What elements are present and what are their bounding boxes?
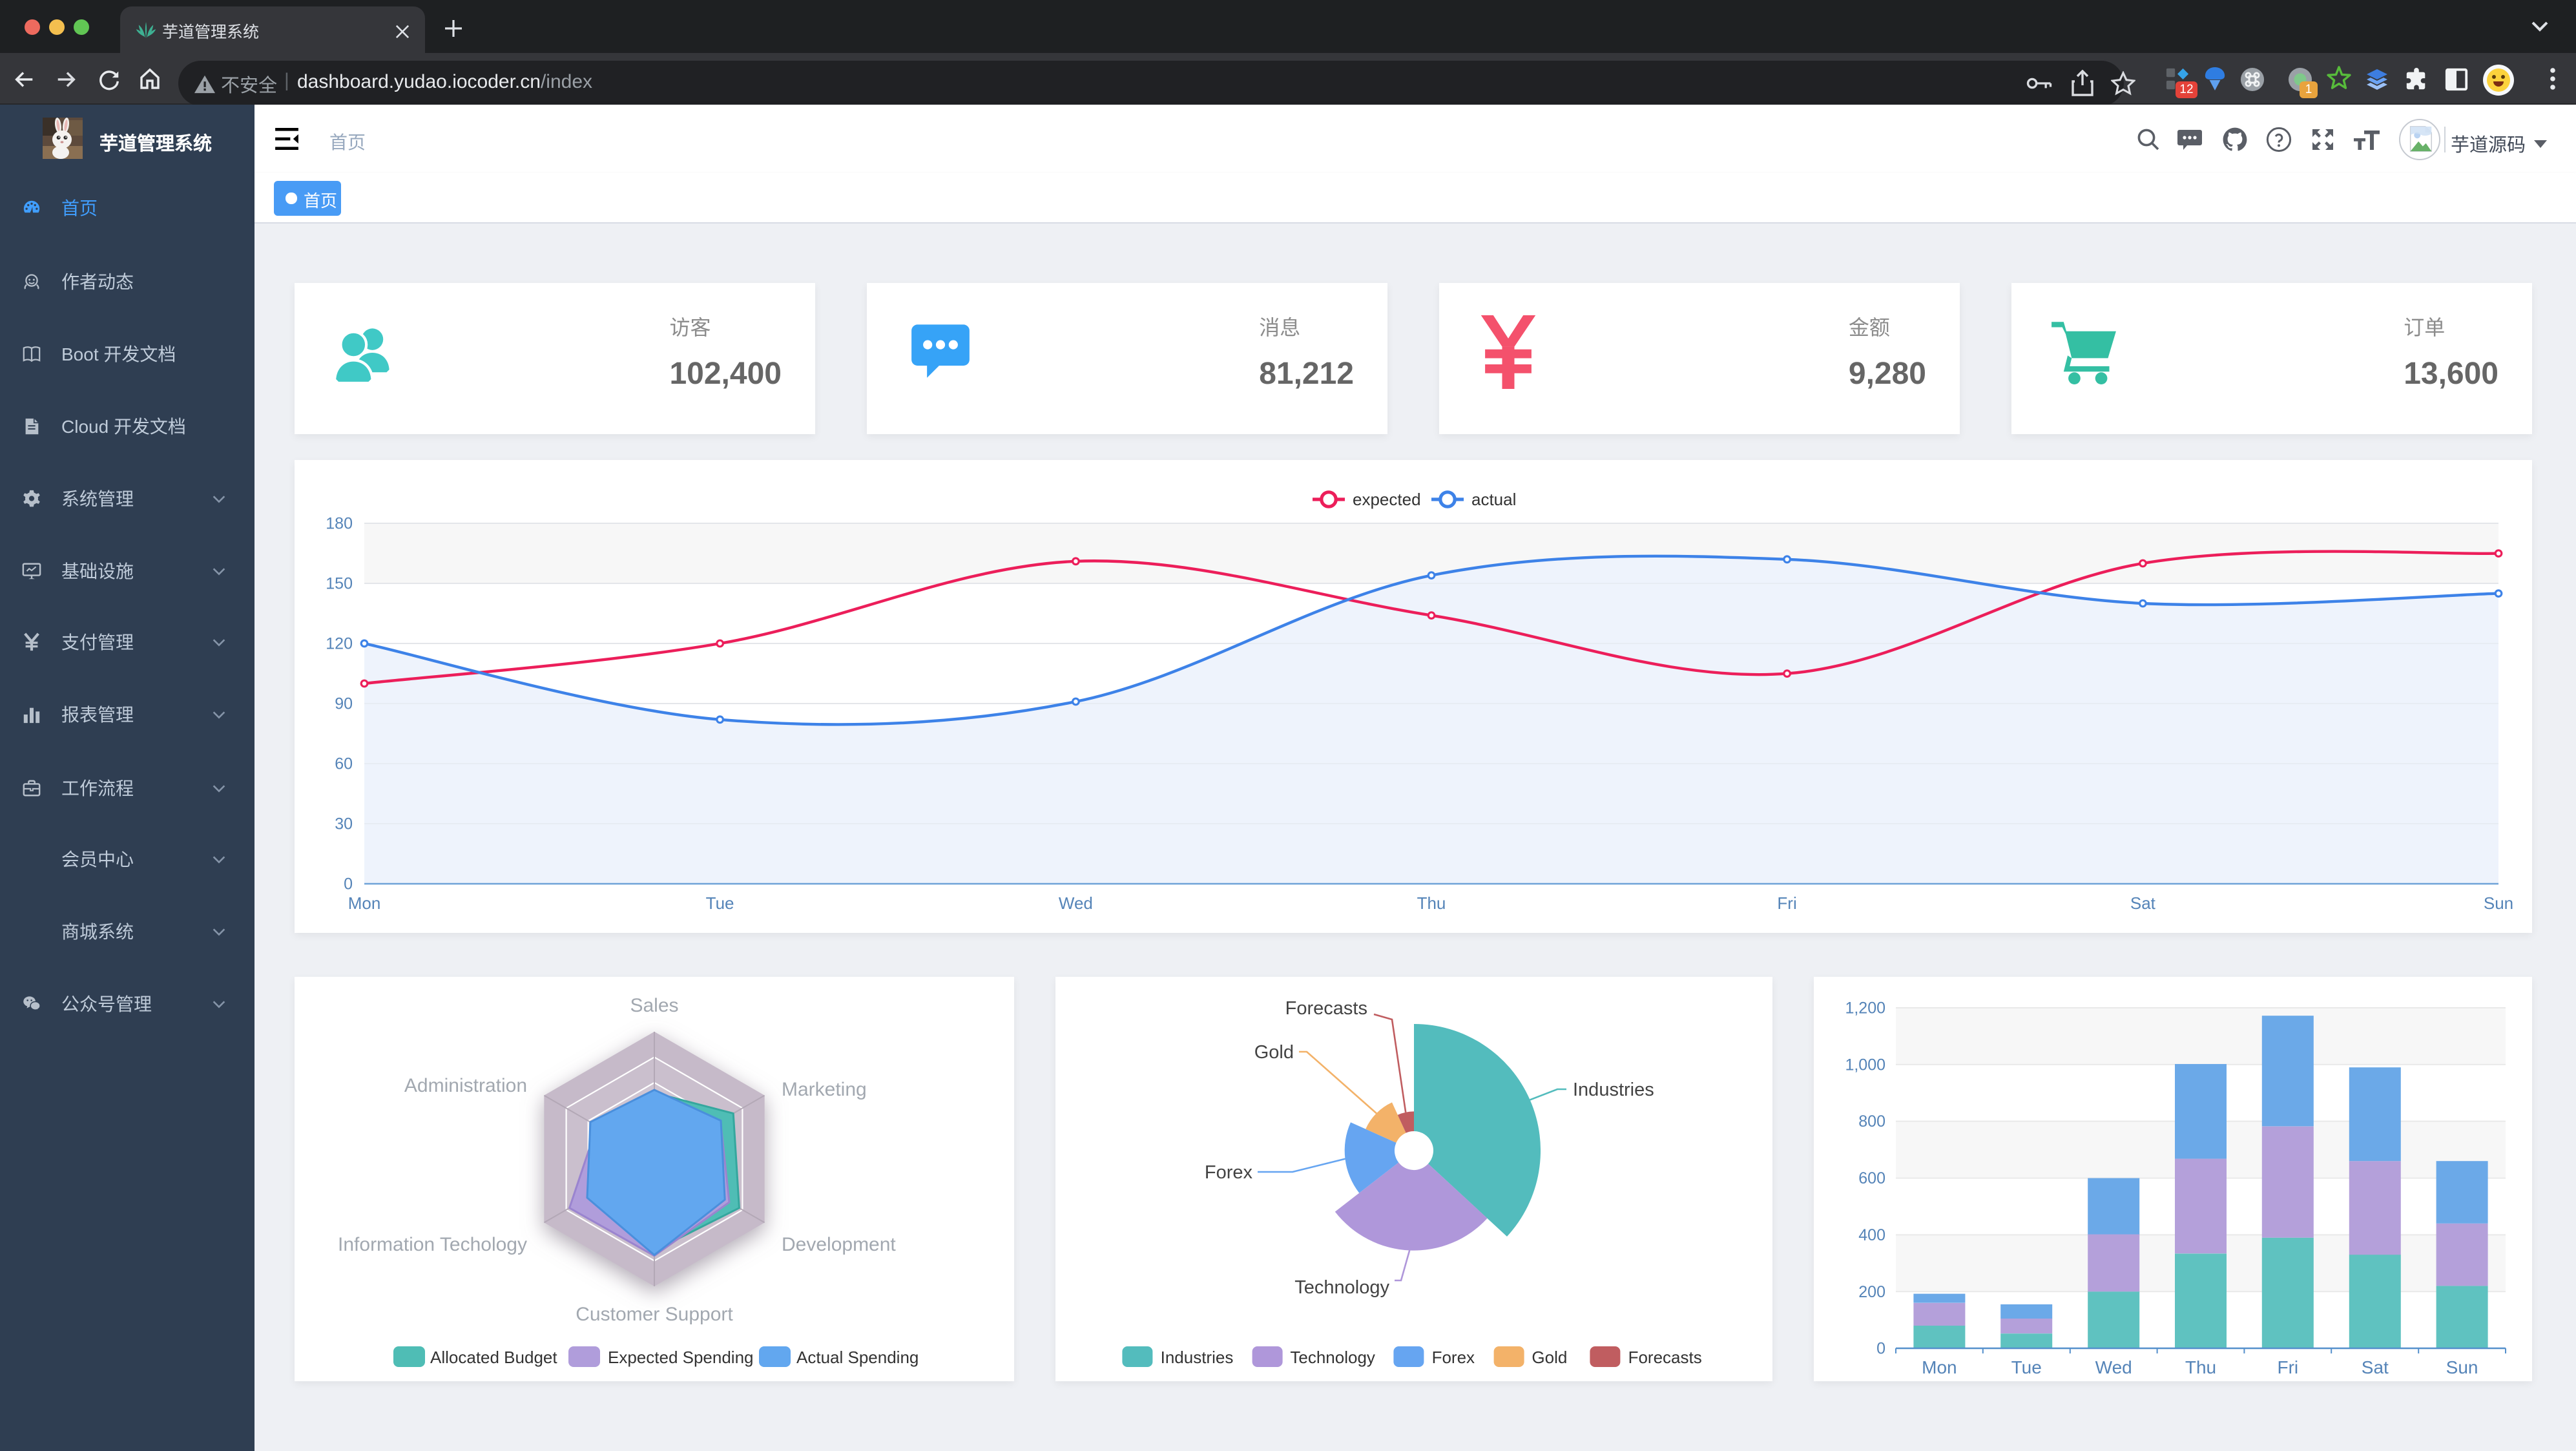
svg-text:800: 800	[1858, 1112, 1885, 1131]
svg-text:Sun: Sun	[2446, 1357, 2478, 1377]
svg-text:Forex: Forex	[1431, 1348, 1474, 1367]
svg-text:Sales: Sales	[630, 995, 678, 1016]
svg-text:Gold: Gold	[1531, 1348, 1566, 1367]
svg-text:Thu: Thu	[1417, 893, 1446, 912]
svg-text:actual: actual	[1471, 489, 1516, 508]
svg-text:Wed: Wed	[2095, 1357, 2132, 1377]
svg-text:Fri: Fri	[2276, 1357, 2298, 1377]
svg-text:600: 600	[1858, 1169, 1885, 1187]
svg-text:150: 150	[326, 574, 353, 592]
svg-text:400: 400	[1858, 1226, 1885, 1244]
svg-text:Tue: Tue	[2011, 1357, 2041, 1377]
svg-text:90: 90	[335, 694, 353, 712]
svg-text:Mon: Mon	[348, 893, 381, 912]
svg-text:0: 0	[344, 874, 353, 892]
svg-text:120: 120	[326, 634, 353, 652]
svg-text:1,000: 1,000	[1844, 1056, 1885, 1074]
svg-text:Thu: Thu	[2185, 1357, 2216, 1377]
svg-text:60: 60	[335, 754, 353, 772]
svg-text:Fri: Fri	[1777, 893, 1796, 912]
svg-text:Mon: Mon	[1921, 1357, 1956, 1377]
svg-text:Marketing: Marketing	[782, 1079, 867, 1100]
svg-text:1,200: 1,200	[1844, 999, 1885, 1018]
svg-text:Gold: Gold	[1254, 1042, 1293, 1063]
svg-text:Industries: Industries	[1572, 1080, 1654, 1100]
svg-text:Forecasts: Forecasts	[1628, 1348, 1701, 1367]
svg-text:Customer Support: Customer Support	[576, 1304, 733, 1325]
svg-text:Technology: Technology	[1289, 1348, 1375, 1367]
svg-text:Information Techology: Information Techology	[338, 1234, 527, 1255]
svg-text:Administration: Administration	[404, 1075, 527, 1096]
svg-text:200: 200	[1858, 1283, 1885, 1301]
svg-text:Tue: Tue	[706, 893, 734, 912]
svg-text:Forecasts: Forecasts	[1285, 998, 1367, 1019]
svg-text:Industries: Industries	[1160, 1348, 1233, 1367]
svg-text:30: 30	[335, 814, 353, 832]
svg-text:Forex: Forex	[1204, 1162, 1252, 1183]
svg-text:Development: Development	[782, 1234, 896, 1255]
svg-text:Wed: Wed	[1059, 893, 1093, 912]
svg-text:Sat: Sat	[2361, 1357, 2388, 1377]
svg-text:Actual Spending: Actual Spending	[796, 1348, 919, 1367]
svg-text:Technology: Technology	[1294, 1277, 1389, 1298]
svg-text:Expected Spending: Expected Spending	[608, 1348, 754, 1367]
svg-text:Sun: Sun	[2484, 893, 2513, 912]
svg-text:0: 0	[1876, 1340, 1885, 1358]
svg-text:Sat: Sat	[2130, 893, 2156, 912]
svg-text:180: 180	[326, 514, 353, 532]
svg-text:Allocated Budget: Allocated Budget	[430, 1348, 557, 1367]
svg-text:expected: expected	[1353, 489, 1421, 508]
